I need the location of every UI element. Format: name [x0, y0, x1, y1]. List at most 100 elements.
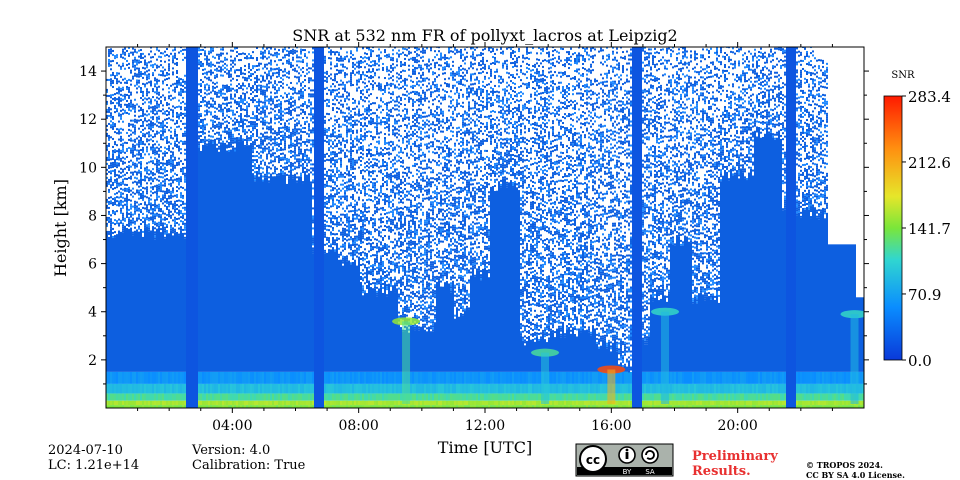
heatmap-cell	[310, 93, 312, 96]
heatmap-cell	[118, 150, 120, 153]
heatmap-cell	[148, 69, 150, 72]
heatmap-column	[136, 51, 138, 408]
heatmap-cell	[312, 129, 314, 132]
heatmap-cell	[336, 189, 338, 192]
heatmap-cell	[312, 243, 314, 246]
heatmap-cell	[142, 190, 144, 193]
heatmap-cell	[176, 212, 178, 215]
heatmap-cell	[222, 60, 224, 63]
heatmap-cell	[274, 110, 276, 113]
heatmap-cell	[262, 111, 264, 114]
heatmap-cell	[294, 155, 296, 158]
heatmap-cell	[258, 64, 260, 67]
heatmap-column	[366, 47, 368, 408]
heatmap-cell	[290, 139, 292, 142]
heatmap-cell	[204, 132, 206, 135]
heatmap-cell	[254, 95, 256, 98]
heatmap-column	[286, 49, 288, 408]
heatmap-cell	[294, 129, 296, 132]
heatmap-cell	[324, 393, 326, 401]
heatmap-cell	[168, 400, 170, 406]
heatmap-cell	[214, 138, 216, 372]
heatmap-cell	[112, 371, 114, 384]
heatmap-cell	[212, 143, 214, 372]
heatmap-cell	[310, 147, 312, 150]
heatmap-cell	[294, 69, 296, 72]
heatmap-cell	[160, 60, 162, 63]
heatmap-cell	[312, 89, 314, 92]
heatmap-cell	[122, 148, 124, 151]
heatmap-cell	[182, 383, 184, 394]
heatmap-cell	[140, 141, 142, 144]
heatmap-cell	[164, 168, 166, 171]
heatmap-cell	[312, 113, 314, 116]
heatmap-cell	[224, 136, 226, 139]
heatmap-cell	[296, 176, 298, 179]
heatmap-cell	[114, 163, 116, 166]
heatmap-cell	[294, 157, 296, 160]
heatmap-cell	[342, 173, 344, 176]
heatmap-cell	[168, 63, 170, 66]
heatmap-cell	[364, 108, 366, 111]
heatmap-cell	[260, 172, 262, 175]
heatmap-cell	[308, 159, 310, 162]
heatmap-cell	[252, 127, 254, 130]
heatmap-cell	[224, 92, 226, 95]
heatmap-cell	[248, 371, 250, 384]
heatmap-cell	[340, 253, 342, 256]
heatmap-cell	[158, 169, 160, 172]
heatmap-cell	[360, 124, 362, 127]
heatmap-cell	[312, 371, 314, 384]
heatmap-cell	[160, 400, 162, 406]
heatmap-cell	[256, 84, 258, 87]
heatmap-column	[330, 49, 332, 408]
heatmap-cell	[170, 202, 172, 205]
heatmap-cell	[294, 67, 296, 70]
heatmap-cell	[146, 94, 148, 97]
heatmap-cell	[150, 202, 152, 205]
heatmap-cell	[106, 371, 108, 384]
heatmap-cell	[168, 233, 170, 372]
heatmap-cell	[222, 88, 224, 91]
heatmap-cell	[148, 400, 150, 406]
heatmap-cell	[260, 150, 262, 153]
heatmap-cell	[136, 189, 138, 192]
heatmap-cell	[146, 124, 148, 127]
heatmap-cell	[226, 140, 228, 143]
heatmap-cell	[198, 67, 200, 70]
heatmap-cell	[158, 163, 160, 166]
heatmap-cell	[198, 143, 200, 146]
heatmap-cell	[150, 216, 152, 219]
heatmap-cell	[248, 125, 250, 128]
heatmap-cell	[302, 383, 304, 394]
heatmap-cell	[238, 133, 240, 136]
heatmap-cell	[234, 63, 236, 66]
heatmap-column	[124, 47, 126, 408]
heatmap-cell	[330, 383, 332, 394]
heatmap-cell	[154, 209, 156, 212]
heatmap-cell	[312, 179, 314, 182]
heatmap-cell	[140, 157, 142, 160]
heatmap-cell	[140, 163, 142, 166]
heatmap-cell	[108, 164, 110, 167]
heatmap-cell	[356, 201, 358, 204]
heatmap-cell	[114, 400, 116, 406]
heatmap-cell	[270, 129, 272, 132]
heatmap-cell	[366, 165, 368, 168]
heatmap-cell	[328, 400, 330, 406]
heatmap-cell	[166, 114, 168, 117]
heatmap-cell	[148, 231, 150, 372]
heatmap-cell	[296, 393, 298, 401]
heatmap-cell	[182, 142, 184, 145]
heatmap-cell	[290, 97, 292, 100]
heatmap-cell	[348, 244, 350, 247]
heatmap-cell	[160, 184, 162, 187]
heatmap-cell	[212, 383, 214, 394]
heatmap-cell	[198, 89, 200, 92]
heatmap-cell	[366, 161, 368, 164]
heatmap-cell	[248, 57, 250, 60]
heatmap-cell	[154, 83, 156, 86]
heatmap-cell	[346, 155, 348, 158]
heatmap-cell	[122, 50, 124, 53]
heatmap-cell	[150, 198, 152, 201]
